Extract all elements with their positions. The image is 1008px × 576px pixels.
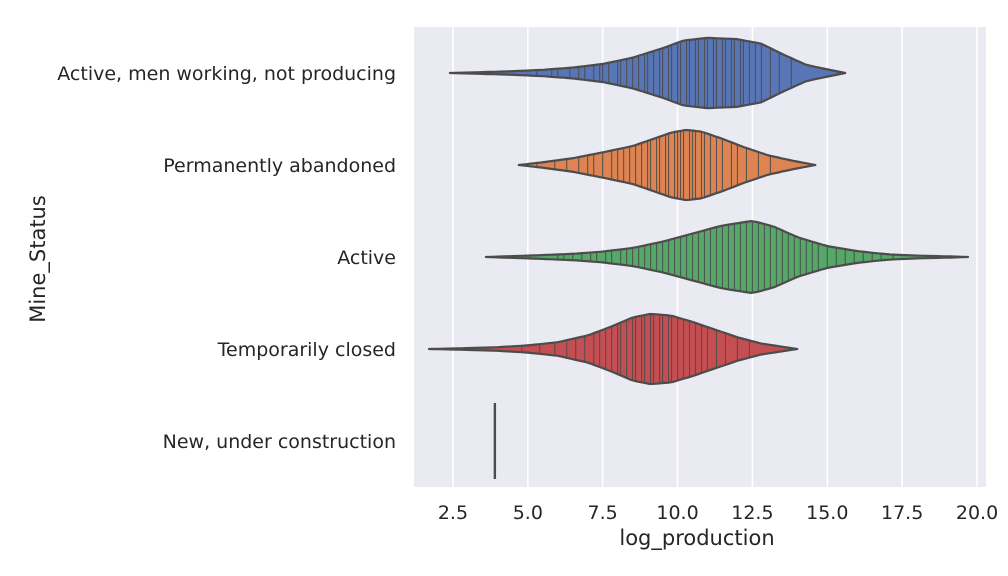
- violin-body: [429, 314, 798, 384]
- x-axis-title: log_production: [619, 526, 774, 551]
- violin-outline: [517, 128, 817, 202]
- y-tick-label: Temporarily closed: [217, 339, 396, 361]
- x-tick-label: 10.0: [656, 502, 698, 524]
- x-tick-label: 20.0: [956, 502, 998, 524]
- y-axis-title: Mine_Status: [26, 195, 51, 323]
- violin: [427, 312, 799, 386]
- x-tick-labels: 2.5 5.0 7.5 10.0 12.5 15.0 17.5 20.0: [438, 502, 998, 524]
- x-tick-label: 5.0: [513, 502, 543, 524]
- y-tick-label: Active: [337, 247, 396, 269]
- violin-body: [485, 221, 968, 293]
- x-tick-label: 17.5: [881, 502, 923, 524]
- y-tick-label: Active, men working, not producing: [57, 63, 396, 85]
- y-tick-labels: Active, men working, not producing Perman…: [57, 63, 396, 453]
- violins: [427, 36, 970, 479]
- x-tick-label: 12.5: [731, 502, 773, 524]
- x-tick-label: 15.0: [806, 502, 848, 524]
- violin-outline: [427, 312, 799, 386]
- y-tick-label: New, under construction: [163, 431, 396, 453]
- violin: [517, 128, 817, 202]
- violin-outline: [448, 36, 847, 110]
- violin-outline: [484, 220, 970, 294]
- violin-body: [518, 130, 816, 200]
- x-tick-label: 2.5: [438, 502, 468, 524]
- violin: [448, 36, 847, 110]
- violin: [484, 220, 970, 294]
- x-tick-label: 7.5: [588, 502, 618, 524]
- y-tick-label: Permanently abandoned: [163, 155, 396, 177]
